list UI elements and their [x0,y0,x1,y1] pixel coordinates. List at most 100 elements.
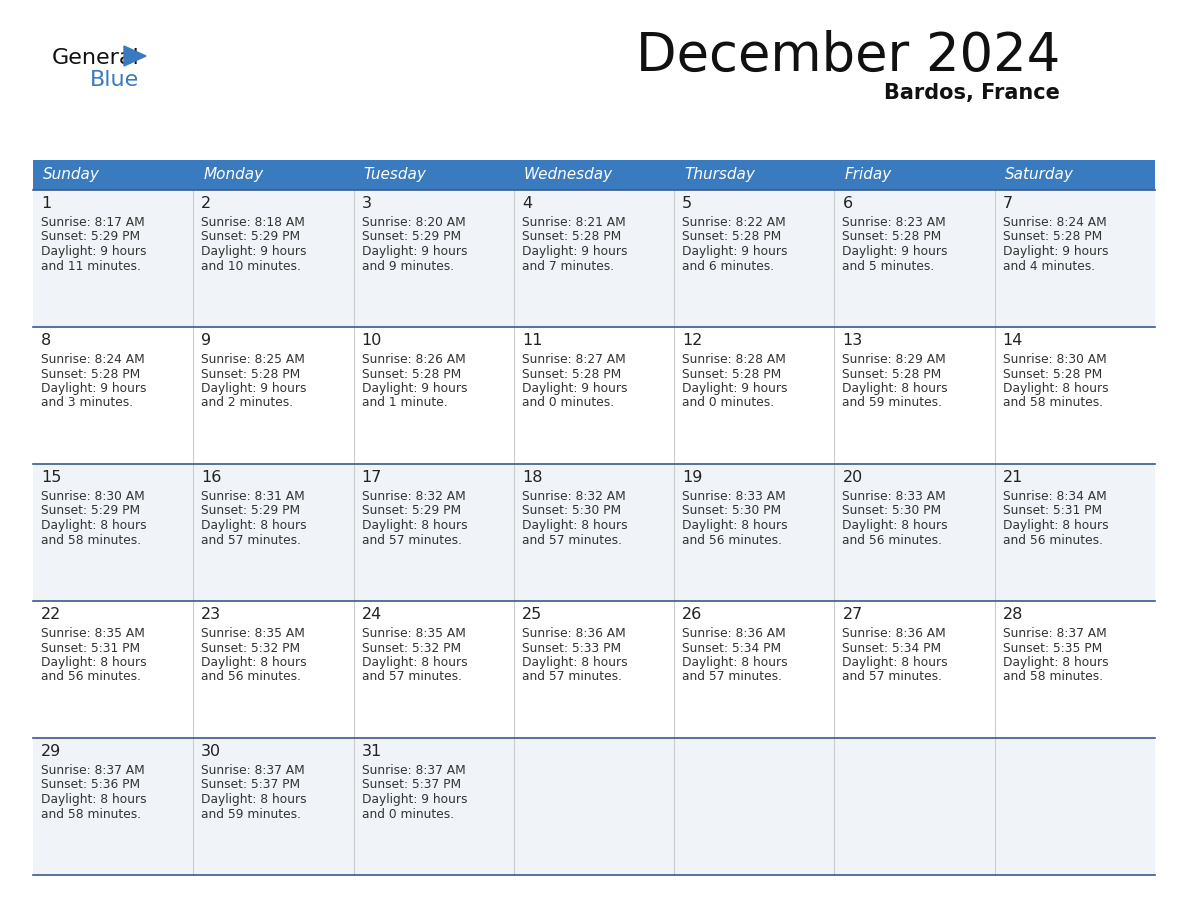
Text: Sunrise: 8:22 AM: Sunrise: 8:22 AM [682,216,786,229]
Text: Daylight: 8 hours: Daylight: 8 hours [201,519,307,532]
Text: Wednesday: Wednesday [524,167,613,183]
Text: and 58 minutes.: and 58 minutes. [1003,670,1102,684]
Text: 13: 13 [842,333,862,348]
Text: Monday: Monday [203,167,264,183]
Text: 14: 14 [1003,333,1023,348]
Text: Daylight: 8 hours: Daylight: 8 hours [842,382,948,395]
Text: Daylight: 9 hours: Daylight: 9 hours [842,245,948,258]
Text: 30: 30 [201,744,221,759]
Text: Sunset: 5:28 PM: Sunset: 5:28 PM [201,367,301,380]
Text: Sunset: 5:30 PM: Sunset: 5:30 PM [842,505,942,518]
Text: Daylight: 8 hours: Daylight: 8 hours [682,519,788,532]
Text: 20: 20 [842,470,862,485]
Text: and 5 minutes.: and 5 minutes. [842,260,935,273]
Text: Tuesday: Tuesday [364,167,426,183]
Text: Daylight: 8 hours: Daylight: 8 hours [42,519,146,532]
Text: and 57 minutes.: and 57 minutes. [522,670,621,684]
Text: Sunset: 5:29 PM: Sunset: 5:29 PM [42,505,140,518]
Text: 17: 17 [361,470,383,485]
Text: and 56 minutes.: and 56 minutes. [1003,533,1102,546]
Text: December 2024: December 2024 [636,30,1060,82]
Text: Sunset: 5:31 PM: Sunset: 5:31 PM [1003,505,1101,518]
Text: Daylight: 8 hours: Daylight: 8 hours [201,656,307,669]
Text: and 0 minutes.: and 0 minutes. [522,397,614,409]
Text: Daylight: 9 hours: Daylight: 9 hours [201,382,307,395]
Text: Sunset: 5:37 PM: Sunset: 5:37 PM [361,778,461,791]
Text: and 0 minutes.: and 0 minutes. [361,808,454,821]
Text: Sunrise: 8:17 AM: Sunrise: 8:17 AM [42,216,145,229]
Text: Sunrise: 8:30 AM: Sunrise: 8:30 AM [1003,353,1106,366]
Bar [33,464,1155,601]
Text: Daylight: 8 hours: Daylight: 8 hours [522,519,627,532]
Text: and 58 minutes.: and 58 minutes. [42,808,141,821]
Text: Sunrise: 8:35 AM: Sunrise: 8:35 AM [361,627,466,640]
Text: Sunrise: 8:26 AM: Sunrise: 8:26 AM [361,353,466,366]
Text: Sunset: 5:28 PM: Sunset: 5:28 PM [842,230,942,243]
Text: Daylight: 9 hours: Daylight: 9 hours [1003,245,1108,258]
Text: Daylight: 9 hours: Daylight: 9 hours [361,793,467,806]
Text: and 57 minutes.: and 57 minutes. [201,533,302,546]
Text: Sunrise: 8:37 AM: Sunrise: 8:37 AM [1003,627,1106,640]
Text: Sunrise: 8:21 AM: Sunrise: 8:21 AM [522,216,626,229]
Text: 1: 1 [42,196,51,211]
Text: 10: 10 [361,333,383,348]
Text: and 1 minute.: and 1 minute. [361,397,447,409]
Text: Sunrise: 8:20 AM: Sunrise: 8:20 AM [361,216,466,229]
Text: 29: 29 [42,744,62,759]
Bar [33,160,1155,190]
Text: Sunset: 5:28 PM: Sunset: 5:28 PM [42,367,140,380]
Bar [33,327,1155,464]
Text: and 57 minutes.: and 57 minutes. [361,533,462,546]
Text: Sunset: 5:33 PM: Sunset: 5:33 PM [522,642,621,655]
Text: General: General [52,48,140,68]
Text: and 57 minutes.: and 57 minutes. [842,670,942,684]
Text: Sunrise: 8:30 AM: Sunrise: 8:30 AM [42,490,145,503]
Text: and 56 minutes.: and 56 minutes. [42,670,141,684]
Text: Sunset: 5:32 PM: Sunset: 5:32 PM [361,642,461,655]
Text: Sunset: 5:28 PM: Sunset: 5:28 PM [1003,230,1102,243]
Text: Sunrise: 8:18 AM: Sunrise: 8:18 AM [201,216,305,229]
Text: 16: 16 [201,470,222,485]
Text: 19: 19 [682,470,702,485]
Text: and 56 minutes.: and 56 minutes. [842,533,942,546]
Text: Sunset: 5:35 PM: Sunset: 5:35 PM [1003,642,1102,655]
Text: and 57 minutes.: and 57 minutes. [361,670,462,684]
Text: Sunrise: 8:31 AM: Sunrise: 8:31 AM [201,490,305,503]
Text: Sunset: 5:29 PM: Sunset: 5:29 PM [361,505,461,518]
Polygon shape [124,46,146,66]
Text: 2: 2 [201,196,211,211]
Text: 9: 9 [201,333,211,348]
Text: Daylight: 8 hours: Daylight: 8 hours [361,519,467,532]
Text: Sunset: 5:31 PM: Sunset: 5:31 PM [42,642,140,655]
Text: Sunrise: 8:24 AM: Sunrise: 8:24 AM [42,353,145,366]
Text: Sunrise: 8:36 AM: Sunrise: 8:36 AM [682,627,786,640]
Text: and 10 minutes.: and 10 minutes. [201,260,302,273]
Text: Sunrise: 8:37 AM: Sunrise: 8:37 AM [201,764,305,777]
Bar [33,738,1155,875]
Text: Sunday: Sunday [43,167,100,183]
Text: Sunrise: 8:28 AM: Sunrise: 8:28 AM [682,353,786,366]
Text: Daylight: 9 hours: Daylight: 9 hours [201,245,307,258]
Text: Daylight: 9 hours: Daylight: 9 hours [361,245,467,258]
Text: Daylight: 8 hours: Daylight: 8 hours [1003,656,1108,669]
Text: Blue: Blue [90,70,139,90]
Text: and 57 minutes.: and 57 minutes. [682,670,782,684]
Text: Sunrise: 8:37 AM: Sunrise: 8:37 AM [361,764,466,777]
Text: and 6 minutes.: and 6 minutes. [682,260,775,273]
Text: and 57 minutes.: and 57 minutes. [522,533,621,546]
Text: Daylight: 8 hours: Daylight: 8 hours [42,656,146,669]
Text: 18: 18 [522,470,543,485]
Text: Sunset: 5:37 PM: Sunset: 5:37 PM [201,778,301,791]
Text: Daylight: 9 hours: Daylight: 9 hours [42,245,146,258]
Text: Sunset: 5:28 PM: Sunset: 5:28 PM [682,367,782,380]
Text: Sunrise: 8:32 AM: Sunrise: 8:32 AM [361,490,466,503]
Text: Daylight: 9 hours: Daylight: 9 hours [682,382,788,395]
Text: Sunset: 5:34 PM: Sunset: 5:34 PM [842,642,942,655]
Text: Sunrise: 8:23 AM: Sunrise: 8:23 AM [842,216,946,229]
Text: Sunset: 5:28 PM: Sunset: 5:28 PM [1003,367,1102,380]
Text: Daylight: 8 hours: Daylight: 8 hours [522,656,627,669]
Text: Sunrise: 8:32 AM: Sunrise: 8:32 AM [522,490,626,503]
Text: Daylight: 9 hours: Daylight: 9 hours [682,245,788,258]
Bar [33,601,1155,738]
Text: Sunrise: 8:37 AM: Sunrise: 8:37 AM [42,764,145,777]
